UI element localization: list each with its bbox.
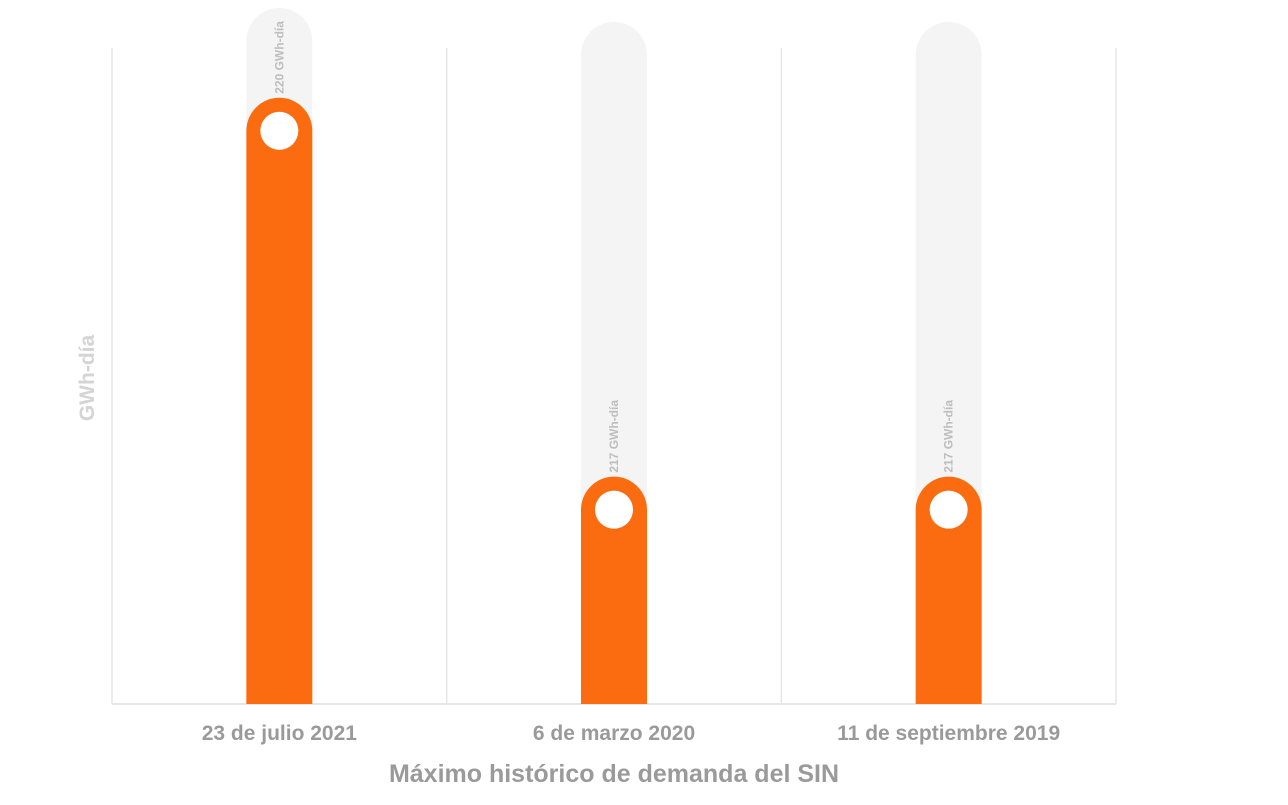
x-tick-labels: 23 de julio 2021 6 de marzo 2020 11 de sep… [202, 722, 1060, 745]
data-label: 220 GWh-día [272, 21, 286, 94]
bar-marker-dot [260, 111, 299, 150]
bar [246, 97, 313, 705]
x-tick-label: 11 de septiembre 2019 [837, 722, 1060, 745]
data-label: 217 GWh-día [607, 400, 621, 473]
data-label: 217 GWh-día [942, 400, 956, 473]
y-axis-label: GWh-día [76, 335, 99, 422]
x-tick-label: 6 de marzo 2020 [533, 722, 695, 745]
bars [246, 97, 982, 705]
bar-marker-dot [929, 490, 968, 529]
bar [915, 476, 982, 704]
x-axis-label: Máximo histórico de demanda del SIN [389, 760, 839, 788]
bar [581, 476, 647, 704]
bar-marker-dot [595, 490, 633, 529]
data-labels: 220 GWh-día 217 GWh-día 217 GWh-día [272, 21, 955, 473]
x-tick-label: 23 de julio 2021 [202, 722, 358, 745]
